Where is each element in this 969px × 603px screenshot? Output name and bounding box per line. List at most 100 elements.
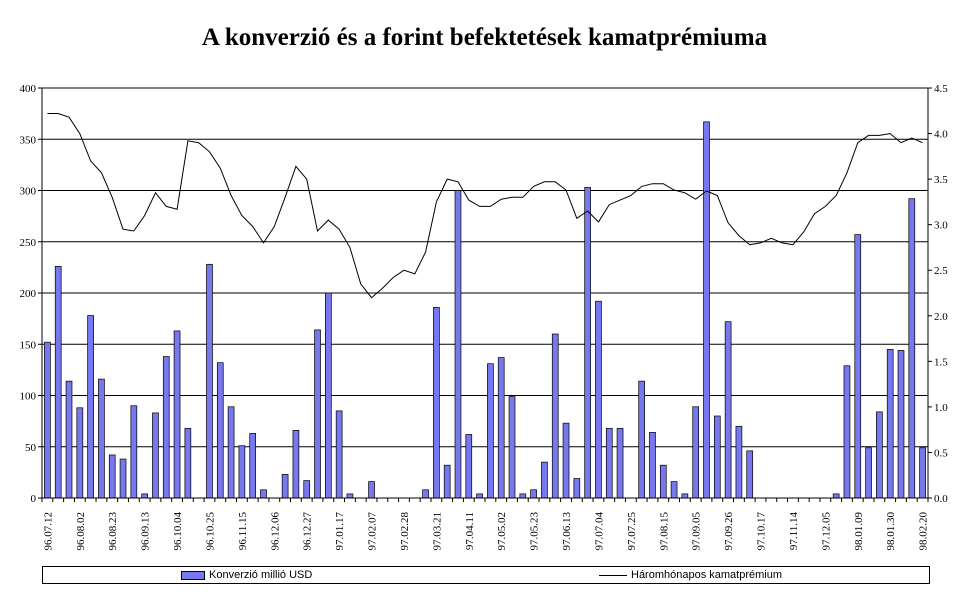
x-tick-label: 98.01.30 — [885, 512, 897, 551]
bar — [595, 300, 602, 499]
x-tick-label: 97.07.04 — [593, 512, 605, 551]
bar — [508, 396, 516, 499]
bar — [876, 411, 883, 499]
bar — [130, 405, 138, 499]
legend-item-line: Háromhónapos kamatprémium — [599, 568, 782, 582]
left-y-tick-label: 300 — [20, 186, 37, 198]
bar — [108, 454, 116, 499]
legend-swatch-line — [599, 574, 627, 576]
left-y-tick-label: 0 — [31, 493, 37, 505]
left-y-tick-label: 50 — [25, 442, 37, 454]
right-y-tick-label: 2.5 — [934, 265, 948, 277]
legend: Konverzió millió USD Háromhónapos kamatp… — [42, 566, 930, 584]
bar — [832, 493, 840, 499]
bar — [681, 493, 689, 499]
left-y-tick-label: 250 — [20, 237, 37, 249]
bar — [519, 493, 527, 499]
bar — [162, 356, 170, 499]
bar — [551, 333, 559, 499]
x-tick-label: 96.12.06 — [269, 512, 281, 551]
bar — [865, 447, 872, 499]
bar — [335, 410, 343, 499]
bar — [573, 478, 581, 499]
x-tick-label: 97.02.07 — [367, 512, 379, 551]
x-tick-label: 97.03.21 — [431, 512, 443, 551]
bar — [65, 380, 73, 499]
bar — [292, 430, 300, 499]
bar — [184, 427, 192, 499]
legend-swatch-bars — [181, 570, 205, 580]
bar — [173, 330, 181, 499]
right-y-tick-label: 4.5 — [934, 83, 948, 95]
bar — [659, 464, 667, 499]
bar — [249, 433, 257, 499]
bar — [260, 489, 267, 499]
x-tick-label: 97.11.14 — [788, 512, 800, 551]
bar — [87, 315, 94, 499]
x-tick-label: 96.12.27 — [302, 512, 314, 551]
x-tick-label: 96.10.04 — [172, 512, 184, 551]
right-y-tick-label: 0.5 — [934, 447, 948, 459]
bar — [227, 406, 235, 499]
bar — [713, 415, 721, 499]
x-tick-label: 97.09.26 — [723, 512, 735, 551]
bar — [854, 234, 862, 499]
bar-series-konverzio — [44, 121, 926, 499]
bar — [44, 341, 51, 499]
left-y-tick-label: 200 — [20, 288, 37, 300]
x-tick-label: 97.06.13 — [561, 512, 573, 551]
bar — [746, 450, 754, 499]
bar — [119, 458, 127, 499]
bar — [605, 427, 613, 499]
bar — [497, 357, 505, 499]
left-y-tick-label: 400 — [20, 83, 37, 95]
right-y-axis: 0.0 0.5 1.0 1.5 2.0 2.5 3.0 3.5 4.0 4.5 — [928, 83, 948, 505]
bar — [281, 474, 289, 499]
legend-item-bars: Konverzió millió USD — [181, 568, 312, 582]
x-tick-label: 97.10.17 — [756, 512, 768, 551]
series-line — [47, 113, 923, 299]
line-series-kamatpremium — [47, 113, 923, 299]
left-y-axis: 0 50 100 150 200 250 300 350 400 — [20, 83, 42, 505]
left-y-tick-label: 350 — [20, 134, 37, 146]
x-tick-label: 96.10.25 — [204, 512, 216, 551]
bar — [433, 307, 440, 499]
bar — [703, 121, 710, 499]
x-tick-label: 97.12.05 — [820, 512, 832, 551]
bar — [465, 434, 473, 499]
right-y-tick-label: 3.0 — [934, 220, 948, 232]
bar — [908, 198, 916, 499]
x-tick-label: 97.09.05 — [691, 512, 703, 551]
bar — [649, 432, 656, 499]
bar — [422, 489, 429, 499]
x-tick-label: 97.05.23 — [529, 512, 541, 551]
bar — [692, 406, 700, 499]
x-tick-label: 96.09.13 — [140, 512, 152, 551]
bar — [216, 362, 224, 499]
bar — [886, 349, 894, 499]
legend-label-line: Háromhónapos kamatprémium — [631, 569, 783, 581]
x-tick-label: 97.01.17 — [334, 512, 346, 551]
bar — [303, 480, 311, 499]
x-tick-label: 96.07.12 — [42, 512, 54, 551]
x-tick-label: 97.05.02 — [496, 512, 508, 551]
x-tick-label: 97.07.25 — [626, 512, 638, 551]
legend-label-bars: Konverzió millió USD — [209, 569, 313, 581]
x-tick-label: 97.08.15 — [658, 512, 670, 551]
right-y-tick-label: 4.0 — [934, 129, 948, 141]
right-y-tick-label: 1.0 — [934, 402, 948, 414]
bar — [152, 412, 159, 499]
bar — [541, 461, 548, 499]
x-tick-label: 96.11.15 — [237, 512, 249, 551]
bar — [919, 447, 926, 499]
x-tick-label: 96.08.23 — [107, 512, 119, 551]
right-y-tick-label: 3.5 — [934, 174, 948, 186]
bar — [843, 365, 851, 499]
bar — [54, 266, 62, 499]
left-y-tick-label: 100 — [20, 391, 37, 403]
x-tick-label: 98.02.20 — [918, 512, 930, 551]
right-y-tick-label: 1.5 — [934, 356, 948, 368]
bar — [368, 481, 375, 499]
bar — [76, 407, 84, 499]
